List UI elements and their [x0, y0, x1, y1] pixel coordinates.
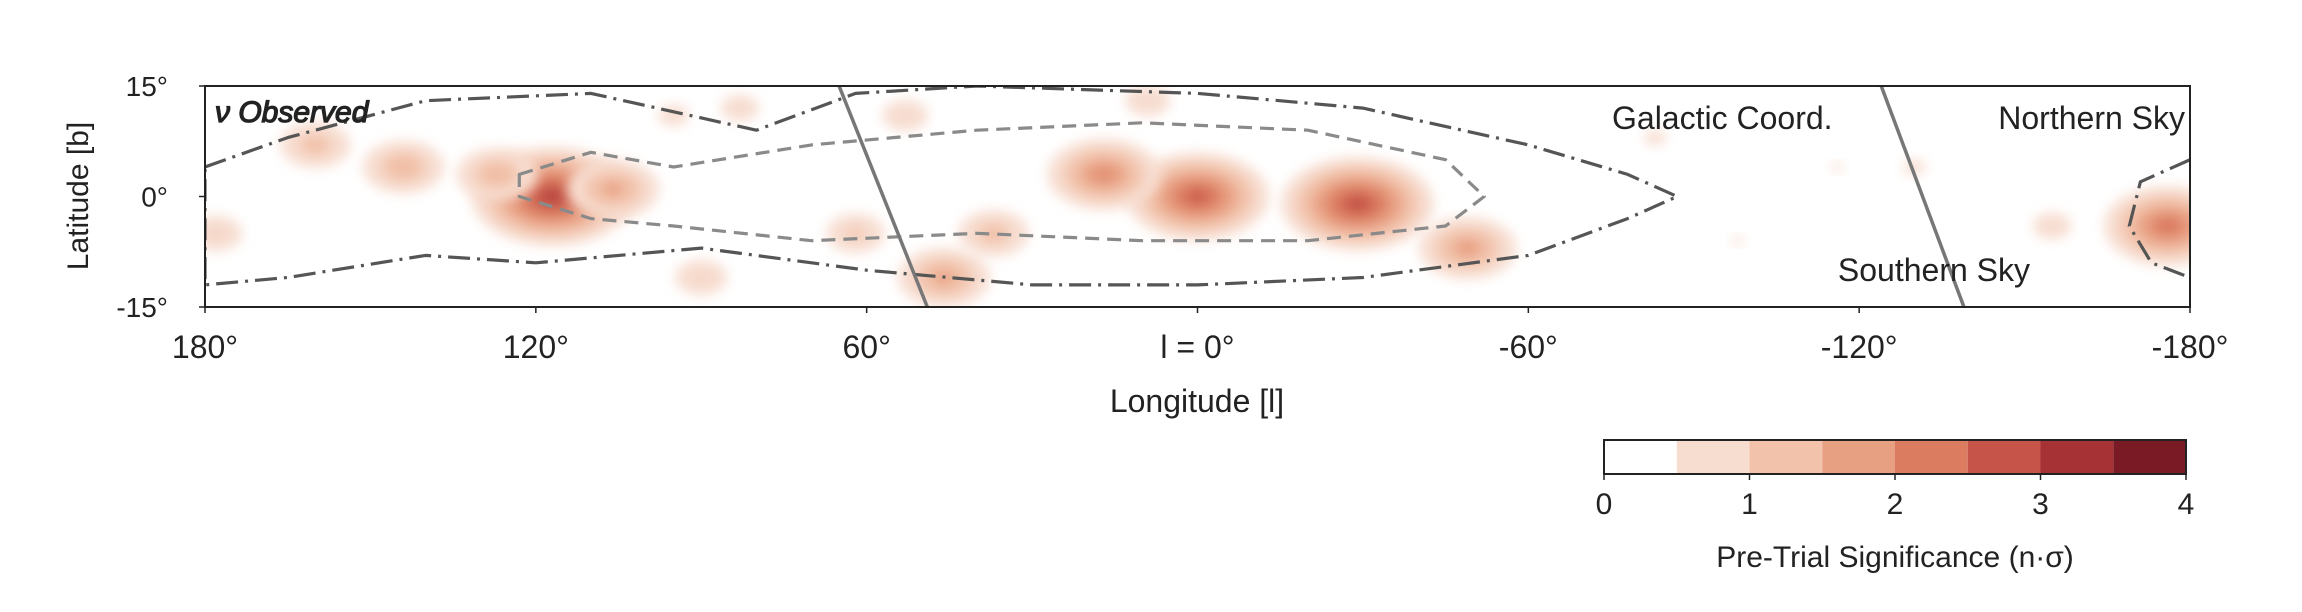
hotspot-level: [977, 223, 1010, 244]
colorbar-bin-2: [1676, 440, 1750, 474]
hotspot-level: [1731, 236, 1744, 246]
hotspot-24: [675, 259, 728, 296]
hotspot-level: [299, 134, 331, 156]
hotspot-6: [958, 210, 1029, 257]
x-axis-ticks: 180° 120° 60° l = 0° -60° -120° -180°: [172, 307, 2229, 365]
x-tick-label: -180°: [2152, 329, 2229, 365]
hotspot-9: [566, 159, 660, 219]
hotspot-level: [2151, 216, 2184, 236]
hotspot-8: [2104, 186, 2190, 266]
contour-2: [517, 121, 1486, 243]
colorbar-tick-label: 0: [1596, 488, 1613, 521]
hotspot-level: [1342, 194, 1373, 214]
hotspot-22: [2033, 212, 2072, 240]
colorbar-bin-8: [2113, 440, 2186, 474]
hotspot-11: [362, 140, 445, 194]
hotspot-13: [205, 215, 242, 251]
region-label-southern-sky: Southern Sky: [1838, 252, 2030, 288]
hotspot-level: [602, 182, 624, 196]
colorbar-tick-label: 1: [1741, 488, 1758, 521]
hotspot-20: [1731, 236, 1744, 246]
x-tick-label: 60°: [842, 329, 890, 365]
hotspot-level: [847, 227, 864, 239]
y-axis-label: Latitude [b]: [62, 122, 95, 270]
hotspot-level: [1644, 129, 1667, 146]
hotspot-23: [826, 213, 885, 253]
x-tick-label: l = 0°: [1160, 329, 1234, 365]
overlay-label: ν Observed: [215, 96, 370, 129]
hotspot-level: [546, 192, 559, 201]
hotspot-level: [720, 94, 759, 122]
x-tick-label: 180°: [172, 329, 238, 365]
colorbar-tick-label: 3: [2032, 488, 2049, 521]
x-axis-label: Longitude [l]: [1110, 383, 1284, 419]
x-tick-label: 120°: [503, 329, 569, 365]
hotspot-level: [211, 230, 221, 237]
hotspot-10: [456, 147, 538, 201]
colorbar-bin-6: [1967, 440, 2041, 474]
hotspot-level: [399, 164, 408, 170]
hotspot-level: [696, 274, 706, 281]
hotspot-level: [1453, 239, 1482, 257]
hotspot-7: [1419, 216, 1517, 280]
hotspot-level: [1831, 162, 1844, 172]
x-tick-label: -60°: [1499, 329, 1558, 365]
hotspot-2: [1126, 152, 1269, 241]
contour-1: [205, 86, 1679, 287]
colorbar: 0 1 2 3 4 Pre-Trial Significance (n·σ): [1596, 439, 2195, 574]
colorbar-bins: [1604, 440, 2186, 474]
hotspot-19: [1831, 162, 1844, 172]
hotspot-3: [1047, 138, 1161, 210]
hotspot-level: [882, 99, 928, 131]
y-tick-label: 15°: [126, 71, 168, 102]
hotspot-14: [882, 99, 928, 131]
hotspot-15: [720, 94, 759, 122]
colorbar-label: Pre-Trial Significance (n·σ): [1716, 541, 2074, 574]
colorbar-bin-4: [1822, 440, 1895, 474]
hotspot-level: [1097, 170, 1111, 179]
y-tick-label: 0°: [141, 182, 168, 213]
hotspot-level: [493, 171, 501, 177]
contour-3: [2127, 158, 2190, 279]
hotspot-4: [1281, 157, 1434, 251]
skymap-panel: ν Observed Galactic Coord. Northern Sky …: [62, 71, 2229, 419]
horizon-boundaries: [837, 86, 1966, 307]
colorbar-bin-5: [1895, 440, 1968, 474]
hotspot-level: [205, 215, 242, 251]
colorbar-bin-7: [2040, 440, 2114, 474]
colorbar-bin-3: [1749, 440, 1823, 474]
colorbar-tick-label: 2: [1887, 488, 1904, 521]
horizon-boundary-line-2: [1879, 86, 1966, 307]
galactic-plane-contours: [205, 86, 2190, 287]
region-label-northern-sky: Northern Sky: [1998, 100, 2185, 136]
hotspot-level: [2033, 212, 2072, 240]
x-tick-label: -120°: [1821, 329, 1898, 365]
colorbar-ticks: 0 1 2 3 4: [1596, 474, 2195, 521]
hotspot-level: [1188, 190, 1207, 203]
hotspot-18: [1644, 129, 1667, 146]
colorbar-tick-label: 4: [2178, 488, 2195, 521]
y-tick-label: -15°: [116, 292, 168, 323]
coordinate-system-label: Galactic Coord.: [1612, 100, 1833, 136]
horizon-boundary-line-1: [837, 86, 929, 307]
colorbar-bin-1: [1604, 440, 1677, 474]
y-axis-ticks: 15° 0° -15°: [116, 71, 205, 323]
